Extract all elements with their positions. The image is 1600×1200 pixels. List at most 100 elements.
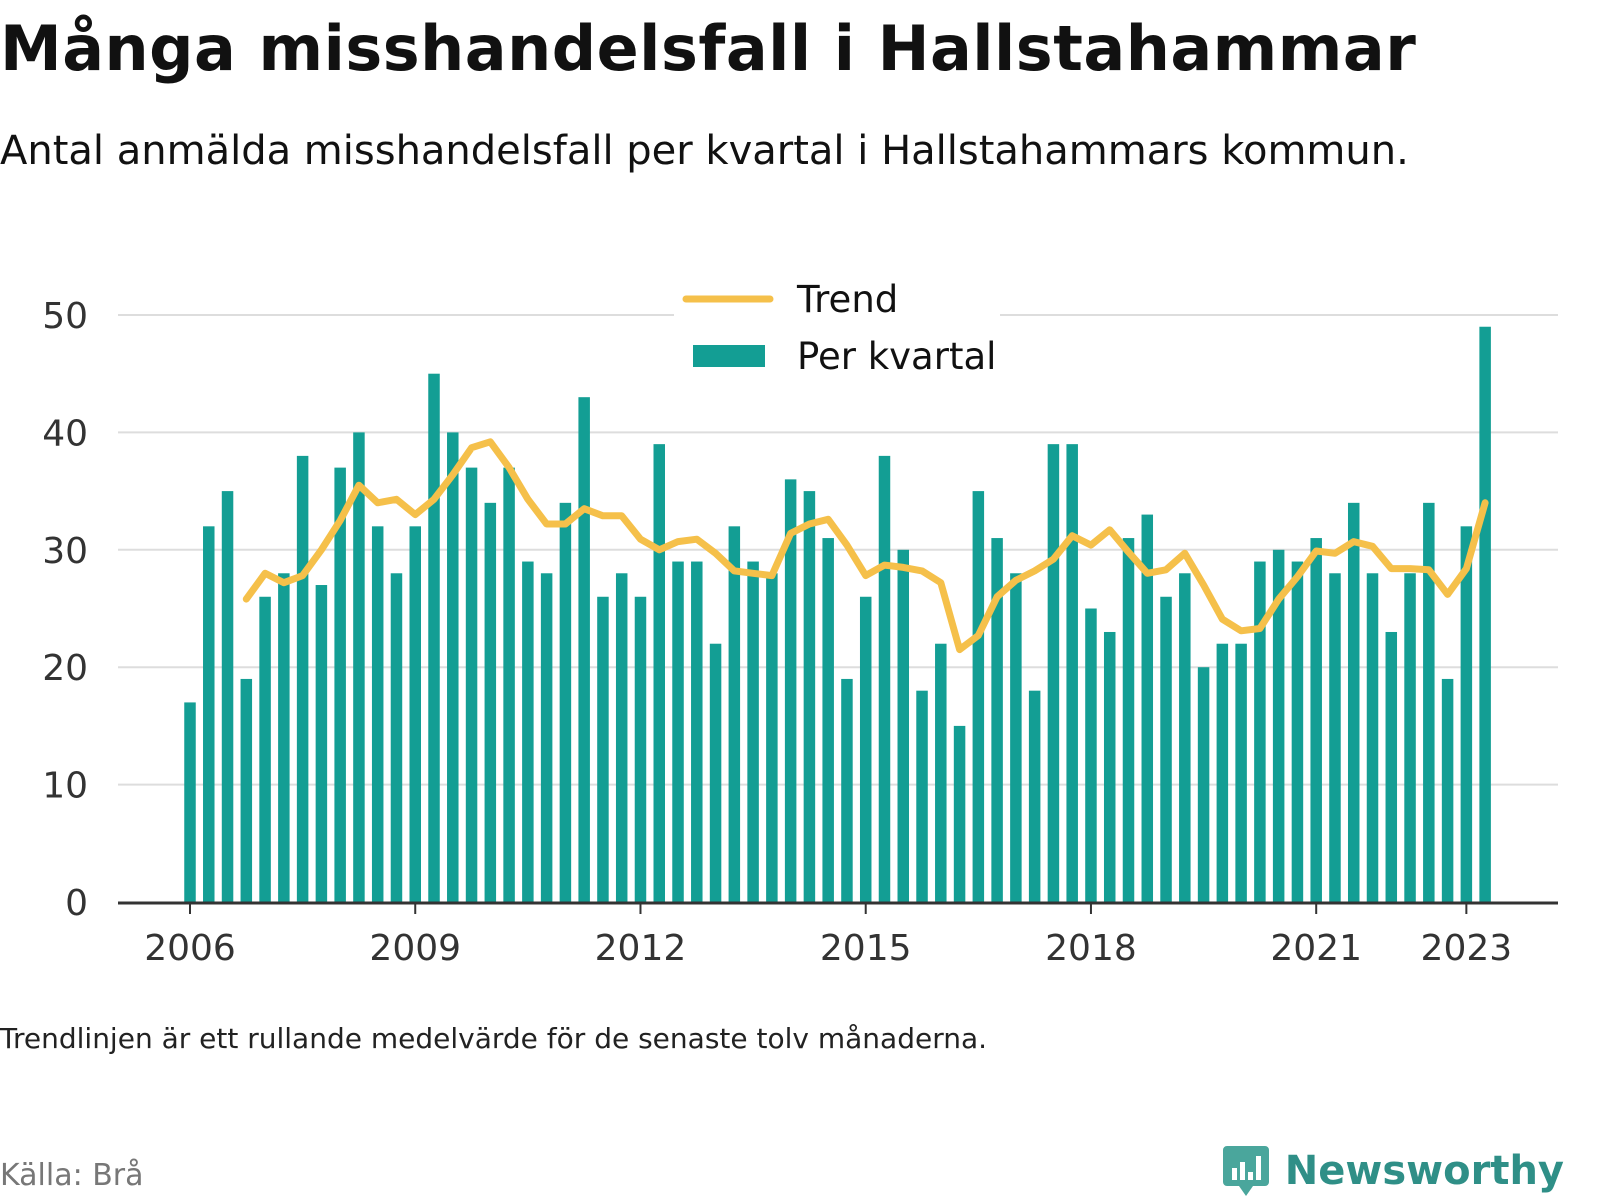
bar bbox=[1179, 573, 1191, 902]
bar bbox=[953, 725, 966, 902]
bar bbox=[1310, 538, 1322, 902]
bar bbox=[1254, 561, 1266, 902]
bar bbox=[1479, 326, 1491, 902]
bar bbox=[1235, 643, 1247, 902]
bar bbox=[390, 573, 403, 902]
bar bbox=[1103, 631, 1116, 902]
x-tick-label: 2021 bbox=[1270, 928, 1362, 969]
bar bbox=[878, 455, 891, 902]
bar bbox=[409, 526, 421, 902]
bar bbox=[1291, 561, 1304, 902]
legend-bar-swatch bbox=[693, 345, 765, 367]
bars bbox=[184, 326, 1491, 902]
newsworthy-logo-icon bbox=[1222, 1146, 1269, 1196]
bar bbox=[615, 573, 628, 902]
x-axis: 2006 2009 2012 2015 2018 2021 2023 bbox=[118, 901, 1558, 969]
bar bbox=[1047, 444, 1060, 902]
footnote: Trendlinjen är ett rullande medelvärde f… bbox=[0, 1022, 988, 1055]
bar bbox=[822, 538, 834, 902]
legend-bar-label: Per kvartal bbox=[797, 335, 996, 378]
y-tick-label: 40 bbox=[42, 413, 88, 454]
y-axis-tick-labels: 0 10 20 30 40 50 bbox=[42, 296, 88, 924]
bar bbox=[1404, 573, 1416, 902]
bar bbox=[766, 573, 778, 902]
bar bbox=[1366, 573, 1379, 902]
bar bbox=[540, 573, 553, 902]
bar bbox=[240, 678, 253, 902]
y-tick-label: 30 bbox=[42, 531, 88, 572]
bar bbox=[1347, 502, 1360, 902]
bar bbox=[503, 467, 515, 902]
bar bbox=[747, 561, 759, 902]
bar bbox=[559, 502, 572, 902]
bar bbox=[1460, 526, 1473, 902]
bar bbox=[634, 596, 647, 902]
bar bbox=[353, 432, 365, 902]
bar bbox=[1272, 549, 1285, 902]
bar bbox=[484, 502, 497, 902]
legend: Trend Per kvartal bbox=[674, 272, 1000, 390]
bar bbox=[1216, 643, 1229, 902]
bar bbox=[691, 561, 703, 902]
x-tick-label: 2015 bbox=[820, 928, 912, 969]
x-tick-label: 2009 bbox=[369, 928, 461, 969]
bar bbox=[578, 397, 590, 902]
bar bbox=[841, 678, 853, 902]
bar bbox=[447, 432, 459, 902]
bar bbox=[1385, 631, 1398, 902]
bar bbox=[184, 702, 196, 902]
bar bbox=[465, 467, 478, 902]
bar bbox=[728, 526, 741, 902]
x-tick-label: 2018 bbox=[1045, 928, 1137, 969]
bar bbox=[597, 596, 609, 902]
bar bbox=[1010, 573, 1022, 902]
bar bbox=[972, 491, 985, 902]
bar bbox=[897, 549, 910, 902]
bar bbox=[1423, 502, 1435, 902]
bar bbox=[916, 690, 928, 902]
bar bbox=[334, 467, 346, 902]
x-tick-label: 2012 bbox=[595, 928, 687, 969]
bar bbox=[1160, 596, 1172, 902]
bar bbox=[259, 596, 271, 902]
bar bbox=[709, 643, 722, 902]
bar bbox=[221, 491, 234, 902]
bar bbox=[803, 491, 816, 902]
page-subtitle: Antal anmälda misshandelsfall per kvarta… bbox=[0, 128, 1409, 174]
bar bbox=[1085, 608, 1097, 902]
bar bbox=[1329, 573, 1341, 902]
bar bbox=[1122, 538, 1135, 902]
bar bbox=[428, 373, 440, 902]
bar-line-chart: 0 10 20 30 40 50 2006 2009 2012 2015 2018 2021 2023… bbox=[42, 272, 1558, 969]
newsworthy-logo: Newsworthy bbox=[1221, 1144, 1564, 1198]
source-label: Källa: Brå bbox=[0, 1158, 144, 1193]
legend-background bbox=[674, 272, 1000, 390]
y-tick-label: 20 bbox=[42, 648, 88, 689]
bar bbox=[935, 643, 947, 902]
bar bbox=[859, 596, 872, 902]
bar bbox=[653, 444, 665, 902]
page-title: Många misshandelsfall i Hallstahammar bbox=[0, 12, 1417, 85]
bar bbox=[278, 573, 290, 902]
trend-line-group bbox=[242, 438, 1489, 654]
trend-line bbox=[242, 438, 1489, 654]
y-tick-label: 0 bbox=[65, 883, 88, 924]
bar bbox=[1028, 690, 1041, 902]
x-tick-label: 2023 bbox=[1421, 928, 1513, 969]
bar bbox=[315, 585, 328, 902]
y-tick-label: 50 bbox=[42, 296, 88, 337]
bar bbox=[203, 526, 215, 902]
bar bbox=[784, 479, 797, 902]
bar bbox=[1066, 444, 1078, 902]
bar bbox=[991, 538, 1003, 902]
bar bbox=[522, 561, 534, 902]
y-tick-label: 10 bbox=[42, 766, 88, 807]
legend-trend-label: Trend bbox=[796, 278, 898, 321]
brand-name: Newsworthy bbox=[1284, 1148, 1564, 1194]
bar bbox=[371, 526, 384, 902]
bar bbox=[296, 455, 309, 902]
x-tick-label: 2006 bbox=[144, 928, 236, 969]
bar bbox=[1197, 667, 1210, 902]
bar bbox=[1141, 514, 1154, 902]
bar bbox=[672, 561, 684, 902]
